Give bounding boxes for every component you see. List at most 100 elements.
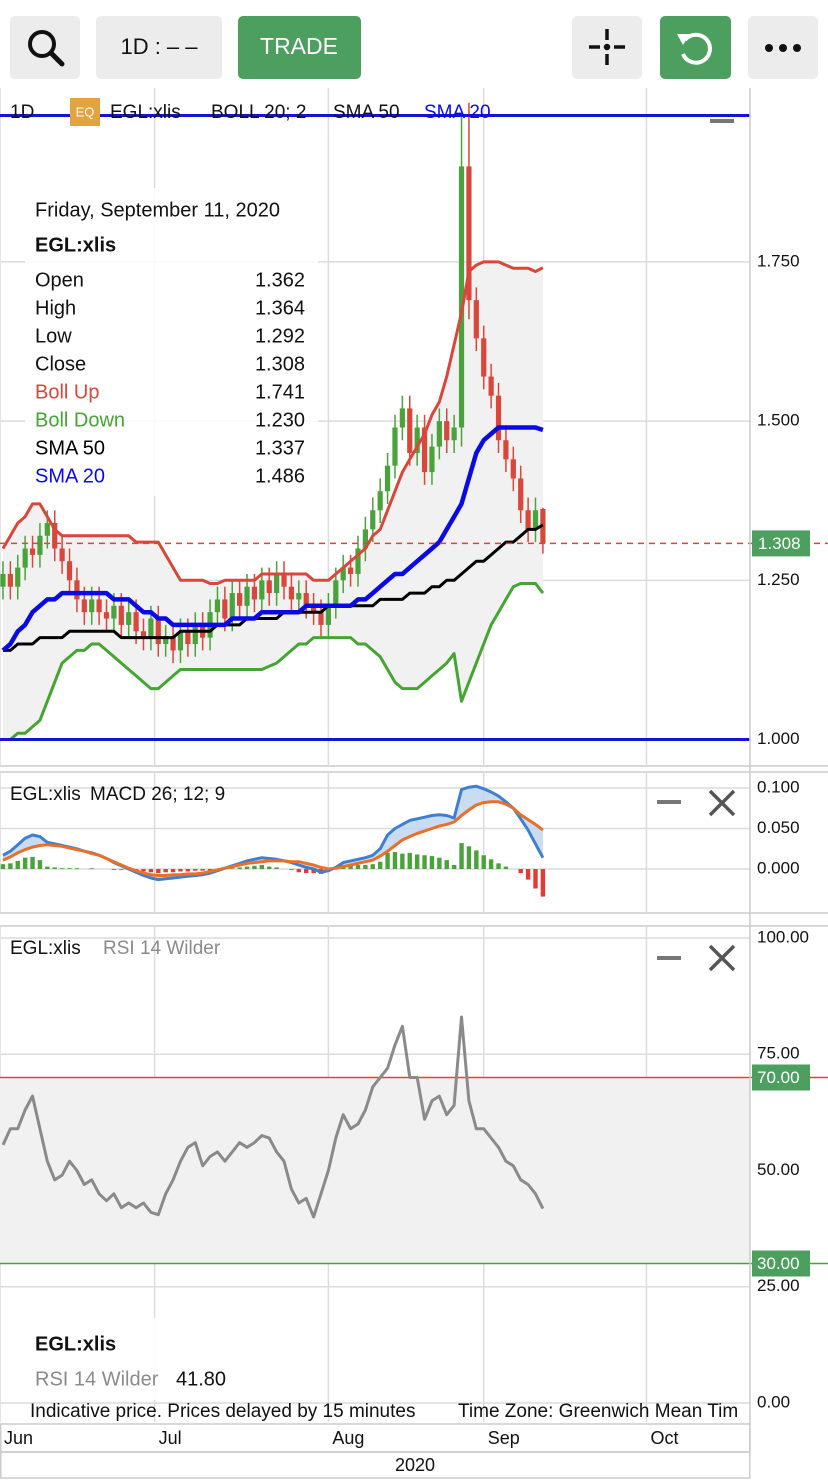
candle-body (347, 567, 354, 574)
histogram-bar (111, 869, 117, 870)
y-tick-label: 1.500 (757, 411, 800, 430)
histogram-bar (407, 852, 412, 870)
histogram-bar (267, 866, 272, 870)
candle-body (414, 427, 420, 453)
candle-body (96, 599, 102, 613)
candle-body (458, 166, 465, 428)
histogram-bar (185, 869, 191, 872)
collapse-button[interactable] (657, 956, 681, 960)
histogram-bar (119, 869, 124, 870)
candle-body (392, 427, 398, 466)
histogram-bar (437, 857, 442, 870)
histogram-bar (89, 868, 94, 870)
y-tick-label: 1.250 (757, 570, 800, 589)
search-button[interactable] (10, 16, 80, 79)
rsi-line (1, 1015, 545, 1219)
trade-label: TRADE (260, 33, 338, 59)
collapse-button[interactable] (657, 800, 681, 804)
overlay: 1D : – – TRADE 1D EQ EGL:xlis BOLL 20; 2… (0, 16, 818, 1479)
tooltip-value: 1.292 (255, 325, 305, 347)
candle-body (170, 637, 176, 651)
histogram-bar (400, 853, 405, 870)
candle-body (451, 427, 457, 441)
histogram-bar (148, 869, 154, 873)
candle-body (163, 637, 169, 645)
histogram-bar (459, 843, 464, 870)
legend-interval: 1D (10, 102, 34, 123)
y-tick-label: 25.00 (757, 1276, 800, 1295)
histogram-bar (540, 869, 546, 897)
footer-timezone: Time Zone: Greenwich Mean Tim (458, 1401, 738, 1422)
reset-icon (677, 34, 690, 45)
histogram-bar (74, 868, 80, 870)
candle-body (510, 459, 516, 479)
histogram-bar (488, 859, 494, 870)
candle-body (518, 478, 524, 511)
interval-label: 1D : – – (120, 34, 198, 59)
indicator-line (3, 582, 545, 741)
candle-body (311, 605, 317, 613)
more-icon (765, 44, 801, 52)
candle-body (325, 605, 332, 625)
year-axis-box (0, 1451, 751, 1479)
tooltip-field: Open (35, 269, 84, 291)
candle-body (81, 599, 87, 613)
level-label: 30.00 (757, 1254, 800, 1273)
histogram-bar (429, 856, 435, 870)
histogram-bar (52, 867, 57, 870)
collapse-button[interactable] (710, 119, 734, 123)
candle-body (52, 523, 58, 549)
close-button[interactable] (708, 789, 736, 817)
histogram-bar (304, 869, 309, 874)
candle-body (126, 612, 132, 625)
candle-body (377, 491, 383, 511)
histogram-bar (141, 869, 146, 872)
histogram-bar (244, 866, 250, 870)
histogram-bar (259, 864, 265, 870)
candle-body (22, 548, 28, 568)
reset-button[interactable] (660, 16, 731, 79)
y-tick-label: 100.00 (757, 927, 809, 946)
histogram-bar (414, 854, 420, 870)
tooltip-box (25, 188, 318, 496)
interval-button[interactable] (96, 16, 222, 79)
candle-body (7, 573, 13, 587)
histogram-bar (200, 869, 205, 871)
histogram-bar (466, 846, 472, 870)
trade-button[interactable] (238, 16, 361, 79)
candle-body (244, 586, 250, 606)
close-button[interactable] (708, 944, 736, 972)
tooltip-symbol: EGL:xlis (35, 234, 116, 256)
histogram-bar (170, 869, 176, 873)
candle-body (281, 573, 287, 587)
y-tick-label: 0.000 (757, 859, 800, 878)
y-tick-label: 0.100 (757, 777, 800, 796)
candle-body (340, 567, 346, 581)
search-icon (48, 50, 65, 67)
tooltip-field: Low (35, 325, 72, 347)
tooltip: Friday, September 11, 2020 EGL:xlis Open… (35, 199, 305, 487)
x-tick-label: Jun (4, 1428, 33, 1448)
histogram-bar (45, 866, 50, 870)
rsi-symbol: EGL:xlis (10, 938, 81, 959)
tooltip-value: 1.337 (255, 437, 305, 459)
histogram-bar (163, 869, 168, 873)
x-tick-label: Sep (488, 1428, 520, 1448)
candle-body (229, 593, 235, 619)
candle-body (140, 631, 147, 638)
y-tick-label: 0.050 (757, 818, 800, 837)
histogram-bar (363, 864, 368, 870)
histogram-bar (355, 864, 361, 870)
tooltip-field: SMA 20 (35, 465, 105, 487)
candle-body (525, 510, 531, 530)
tooltip-value: 1.230 (255, 409, 305, 431)
candle-body (429, 446, 435, 473)
histogram-bar (422, 855, 427, 870)
candle-body (407, 408, 413, 453)
candle-body (473, 300, 479, 339)
histogram-bar (156, 869, 161, 874)
histogram-bar (377, 861, 383, 870)
y-tick-label: 0.00 (757, 1392, 790, 1411)
candle-body (466, 166, 472, 301)
readout-value: 41.80 (176, 1368, 226, 1390)
